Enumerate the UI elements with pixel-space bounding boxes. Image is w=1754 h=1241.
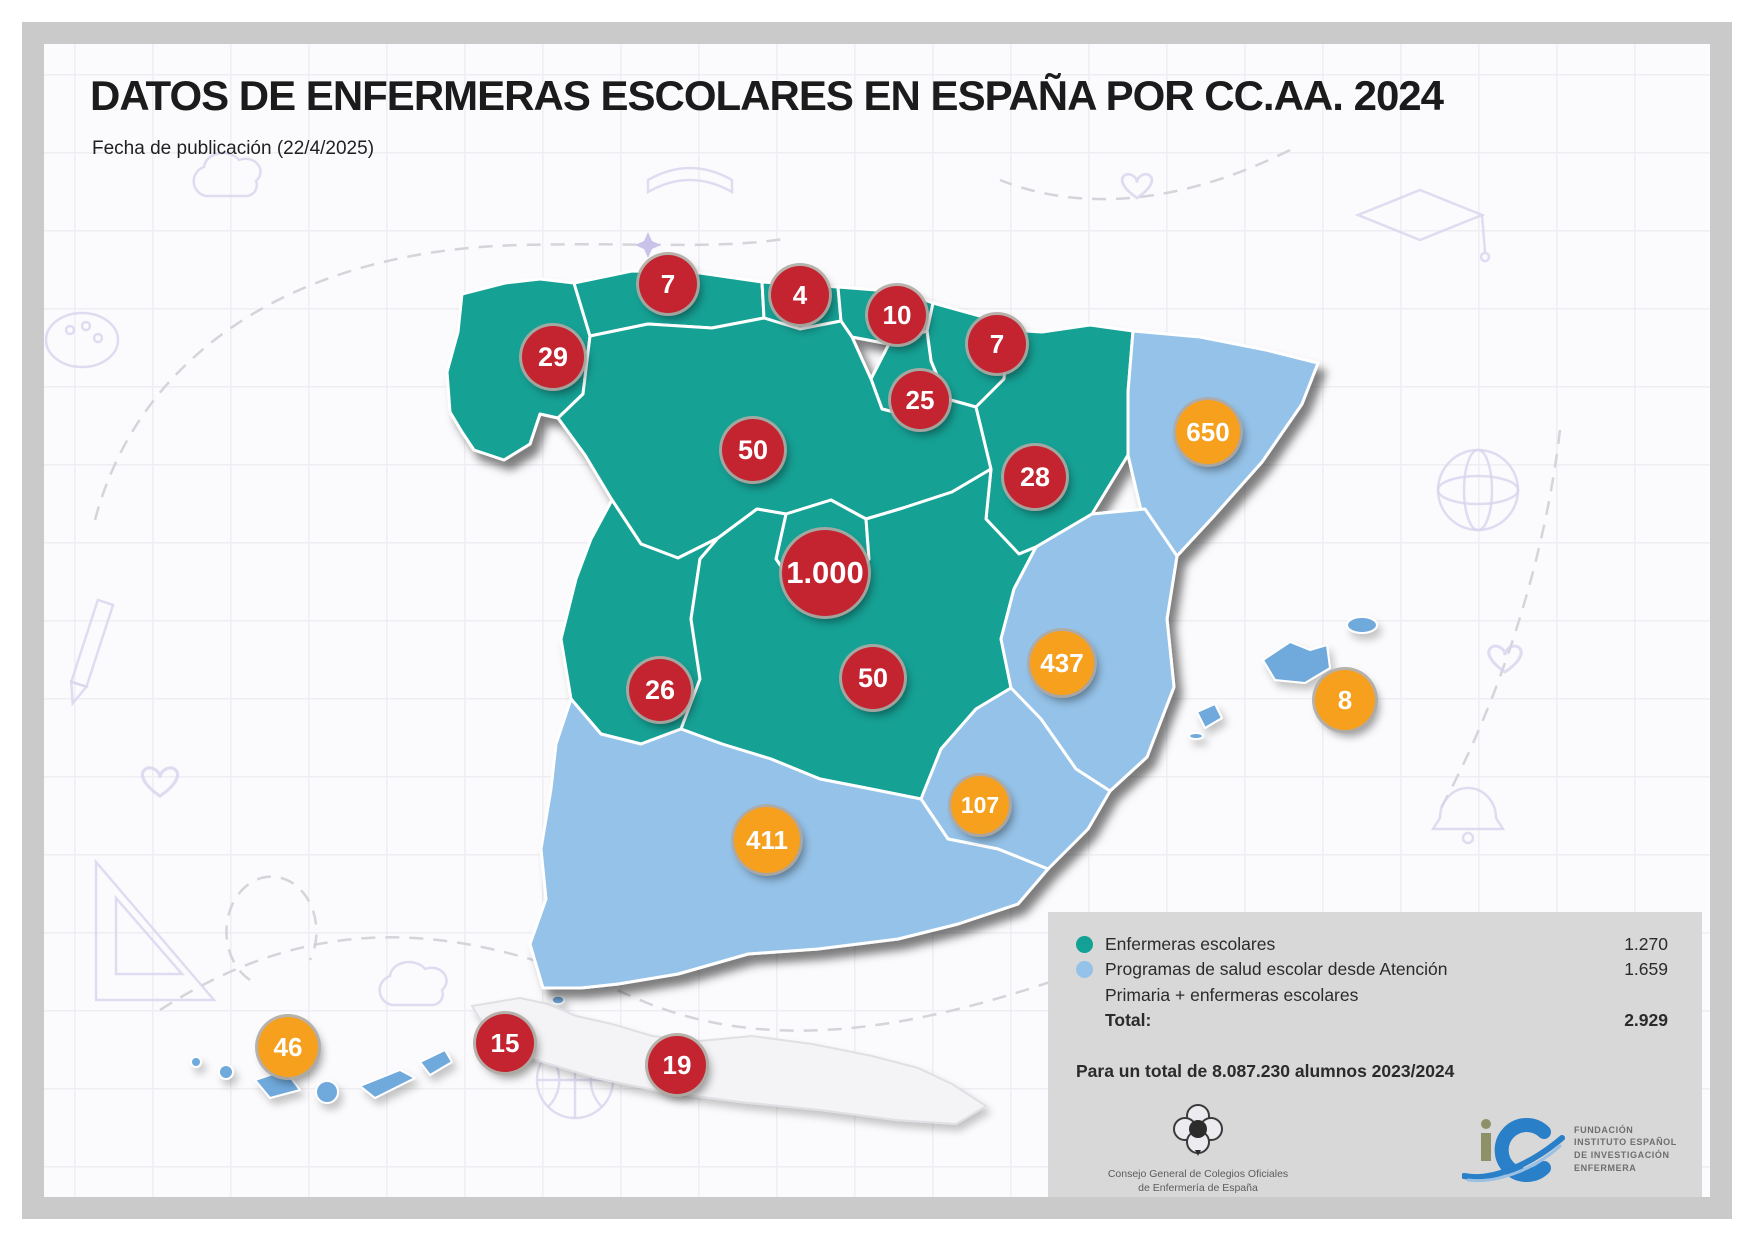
students-footnote: Para un total de 8.087.230 alumnos 2023/… xyxy=(1076,1061,1455,1082)
legend-value: 1.659 xyxy=(1624,959,1668,980)
consejo-crest-icon xyxy=(1173,1104,1223,1156)
legend-panel: Enfermeras escolares 1.270 Programas de … xyxy=(1048,912,1702,1197)
total-value: 2.929 xyxy=(1624,1010,1668,1031)
fundacion-logo: FUNDACIÓN INSTITUTO ESPAÑOL DE INVESTIGA… xyxy=(1462,1112,1677,1186)
consejo-logo: Consejo General de Colegios Oficiales de… xyxy=(1088,1100,1308,1195)
legend-item-programas: Programas de salud escolar desde Atenció… xyxy=(1076,957,1668,1008)
teal-dot-icon xyxy=(1076,936,1093,953)
blue-dot-icon xyxy=(1076,961,1093,979)
page-title: DATOS DE ENFERMERAS ESCOLARES EN ESPAÑA … xyxy=(90,72,1444,119)
publication-date: Fecha de publicación (22/4/2025) xyxy=(92,138,375,159)
legend-label: Enfermeras escolares xyxy=(1105,934,1276,954)
legend-item-enfermeras: Enfermeras escolares 1.270 xyxy=(1076,932,1668,957)
legend-total-row: Total: 2.929 xyxy=(1105,1010,1668,1031)
consejo-text-line1: Consejo General de Colegios Oficiales xyxy=(1107,1168,1289,1180)
legend-value: 1.270 xyxy=(1624,934,1668,954)
fundacion-text: FUNDACIÓN INSTITUTO ESPAÑOL DE INVESTIGA… xyxy=(1574,1124,1677,1173)
total-label: Total: xyxy=(1105,1010,1152,1031)
consejo-text-line2: de Enfermería de España xyxy=(1138,1182,1258,1195)
fundacion-ie-icon xyxy=(1462,1118,1565,1183)
legend-label: Programas de salud escolar desde Atenció… xyxy=(1105,959,1448,1005)
